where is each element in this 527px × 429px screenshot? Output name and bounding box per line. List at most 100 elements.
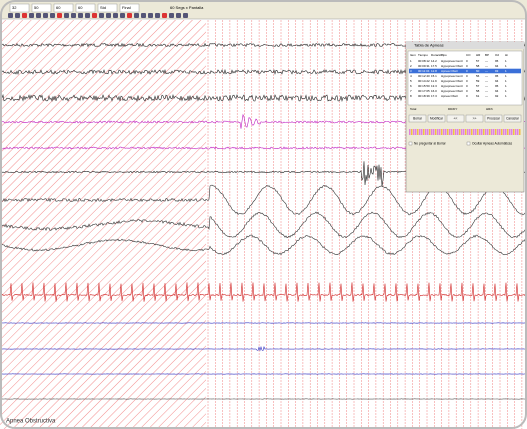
cell: Hypopnea Obstr [441, 64, 463, 68]
toolbar-button[interactable] [120, 13, 125, 18]
toolbar-button[interactable] [57, 13, 62, 18]
checkbox-label: Ocultar Apneas Automáticas [472, 141, 512, 145]
toolbar-field[interactable] [31, 3, 52, 13]
cell: 1 [505, 69, 507, 73]
cell: Hypopnea Centr [441, 59, 463, 63]
cell: 92 [495, 94, 499, 98]
toolbar-button[interactable] [43, 13, 48, 18]
toolbar-button[interactable] [71, 13, 76, 18]
event-strip [441, 129, 443, 135]
cell: 17.5 [431, 64, 437, 68]
toolbar-button[interactable] [85, 13, 90, 18]
cell: 00:14:22 [418, 79, 430, 83]
cell: Apnea Obstr [441, 94, 458, 98]
trace [0, 234, 527, 256]
event-strip [501, 129, 503, 135]
cell: 1 [505, 59, 507, 63]
cell: 5 [410, 79, 412, 83]
toolbar-field[interactable] [75, 3, 96, 13]
event-strip [417, 129, 419, 135]
event-strip [427, 129, 429, 135]
button[interactable] [503, 114, 522, 123]
toolbar-button[interactable] [78, 13, 83, 18]
cell: --- [485, 89, 488, 93]
cell: 95 [495, 84, 499, 88]
toolbar-button[interactable] [50, 13, 55, 18]
dialog-title-bar [406, 42, 524, 49]
column-header: Duración [431, 53, 443, 57]
toolbar-button[interactable] [134, 13, 139, 18]
cell: 00:08:12 [418, 59, 430, 63]
cell: Hypopnea Centr [441, 74, 463, 78]
toolbar-button[interactable] [15, 13, 20, 18]
button[interactable] [465, 114, 484, 123]
button-label: Cancelar [506, 116, 520, 120]
toolbar-button[interactable] [29, 13, 34, 18]
button[interactable] [484, 114, 503, 123]
checkbox[interactable] [466, 141, 471, 146]
trace [0, 345, 527, 352]
cell: 57 [476, 84, 480, 88]
toolbar-button[interactable] [64, 13, 69, 18]
toolbar-button[interactable] [106, 13, 111, 18]
event-strip [453, 129, 455, 135]
event-strip [479, 129, 481, 135]
event-strip [415, 129, 417, 135]
cell: --- [485, 79, 488, 83]
toolbar-button[interactable] [155, 13, 160, 18]
toolbar-button[interactable] [183, 13, 188, 18]
toolbar-field[interactable] [53, 3, 74, 13]
button-label: >> [473, 116, 477, 120]
cell: 93 [495, 69, 499, 73]
cell: 6 [410, 84, 412, 88]
column-header: BP [485, 53, 489, 57]
toolbar-button[interactable] [36, 13, 41, 18]
event-strip [429, 129, 431, 135]
column-header: O2 [495, 53, 499, 57]
cell: 57 [476, 59, 480, 63]
toolbar-button[interactable] [176, 13, 181, 18]
checkbox[interactable] [408, 141, 413, 146]
selected-row[interactable] [409, 68, 521, 74]
toolbar-button[interactable] [162, 13, 167, 18]
toolbar-button[interactable] [141, 13, 146, 18]
event-strip [513, 129, 515, 135]
cell: 1 [505, 89, 507, 93]
cell: --- [485, 84, 488, 88]
toolbar-button[interactable] [22, 13, 27, 18]
toolbar-button[interactable] [99, 13, 104, 18]
toolbar-field-text: 32 [12, 5, 17, 10]
event-strip [447, 129, 449, 135]
cell: 95 [495, 74, 499, 78]
cell: 94 [495, 89, 499, 93]
cell: 0 [466, 59, 468, 63]
checkbox-label: No preguntar al Borrar [414, 141, 447, 145]
button[interactable] [427, 114, 446, 123]
cell: 00:11:04 [418, 69, 430, 73]
dialog-title: Tabla de Apneas [414, 43, 444, 48]
toolbar-button[interactable] [113, 13, 118, 18]
toolbar-button[interactable] [148, 13, 153, 18]
event-strip [433, 129, 435, 135]
cell: 60 [476, 69, 480, 73]
button[interactable] [408, 114, 427, 123]
column-header: Hi [505, 53, 508, 57]
cell: 11.9 [431, 79, 437, 83]
event-strip [473, 129, 475, 135]
button[interactable] [446, 114, 465, 123]
toolbar-button[interactable] [169, 13, 174, 18]
cell: 17.3 [431, 94, 437, 98]
event-strip [411, 129, 413, 135]
trace [0, 282, 527, 302]
toolbar-field[interactable] [119, 3, 140, 13]
cell: 3 [410, 69, 412, 73]
event-strip [487, 129, 489, 135]
toolbar-field[interactable] [97, 3, 118, 13]
button-label: Procesar [487, 116, 501, 120]
toolbar-field[interactable] [9, 3, 30, 13]
cell: 94 [495, 64, 499, 68]
toolbar-button[interactable] [127, 13, 132, 18]
toolbar-button[interactable] [92, 13, 97, 18]
toolbar-button[interactable] [8, 13, 13, 18]
